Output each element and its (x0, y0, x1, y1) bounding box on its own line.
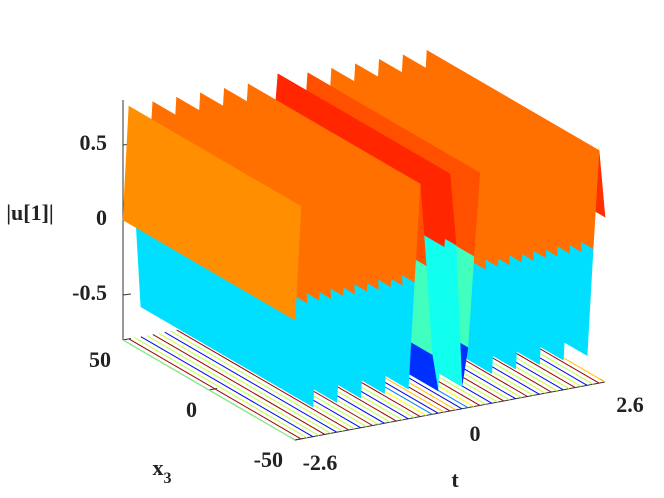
z-tick-label: -0.5 (72, 280, 107, 305)
floor-contour (128, 338, 302, 440)
z-tick (122, 293, 132, 296)
y-axis-label-base: x (153, 455, 164, 480)
y-axis-label: x3 (153, 455, 172, 487)
x-tick-label: 0 (470, 421, 481, 446)
floor-contour (140, 336, 314, 438)
floor-contour (146, 335, 320, 436)
y-tick-label: -50 (254, 447, 283, 472)
y-tick-label: 0 (186, 397, 197, 422)
floor-contour (152, 333, 326, 435)
floor-contour (164, 331, 337, 433)
y-tick (294, 438, 304, 441)
z-tick-label: 0.5 (80, 130, 108, 155)
x-axis-label: t (451, 467, 459, 492)
floor-contour (122, 339, 296, 441)
floor-contour (134, 337, 308, 439)
floor-contour (158, 332, 332, 434)
x-tick-label: -2.6 (303, 450, 338, 475)
y-tick-label: 50 (89, 347, 111, 372)
z-axis-label: |u[1]| (6, 200, 54, 225)
x-tick-label: 2.6 (616, 392, 644, 417)
z-tick-label: 0 (96, 205, 107, 230)
floor-contour (176, 329, 349, 431)
y-axis-label-subscript: 3 (164, 470, 172, 487)
floor-contour (170, 330, 343, 432)
surface-strip (122, 105, 302, 321)
